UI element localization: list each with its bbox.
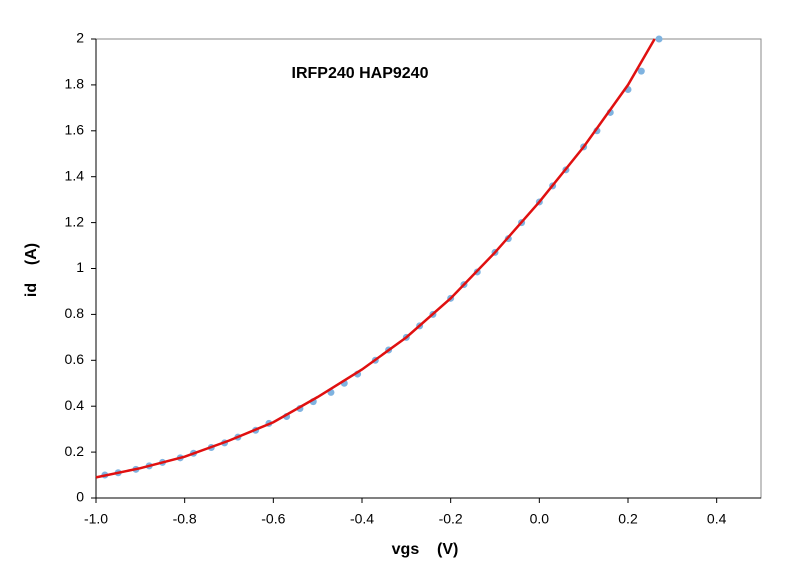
y-tick-label: 1 [76,259,84,275]
x-tick-label: -0.4 [350,511,374,527]
plot-frame [95,38,762,499]
y-tick-label: 0.2 [65,443,85,459]
y-tick-label: 1.8 [65,76,85,92]
fit-line [95,38,656,479]
x-tick-label: 0.0 [530,511,550,527]
data-point [637,67,645,75]
y-tick-label: 2 [76,30,84,46]
x-tick-label: -0.8 [173,511,197,527]
data-point [655,35,663,43]
x-axis-label: vgs (V) [392,541,459,558]
y-axis-label: id (A) [23,243,40,297]
y-tick-label: 1.6 [65,122,85,138]
x-tick-label: 0.4 [707,511,727,527]
chart-title: IRFP240 HAP9240 [292,65,429,82]
y-tick-label: 0.8 [65,305,85,321]
x-tick-label: -0.6 [261,511,285,527]
y-tick-label: 1.2 [65,213,85,229]
x-tick-label: -0.2 [439,511,463,527]
x-tick-label: 0.2 [618,511,638,527]
y-tick-label: 0.4 [65,397,85,413]
y-tick-label: 0 [76,489,84,505]
x-tick-label: -1.0 [84,511,108,527]
y-tick-label: 1.4 [65,167,85,183]
y-tick-label: 0.6 [65,351,85,367]
